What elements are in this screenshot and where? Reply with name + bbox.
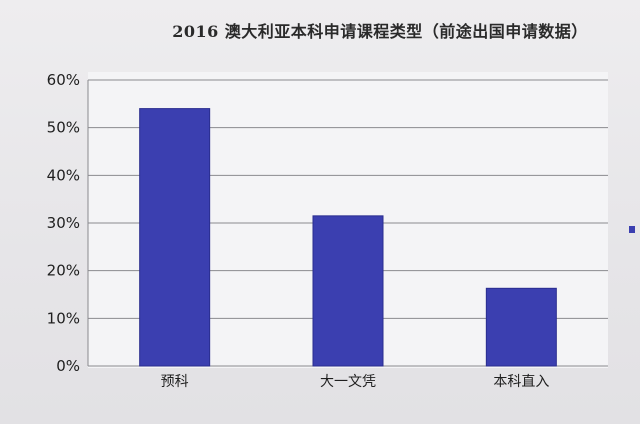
y-tick-label: 60%	[47, 71, 80, 89]
bars	[139, 108, 557, 367]
x-category-label: 大一文凭	[320, 374, 376, 390]
bar-预科	[139, 108, 211, 367]
x-axis-categories: 预科 大一文凭 本科直入	[161, 373, 550, 390]
y-tick-label: 30%	[47, 214, 80, 232]
x-category-label: 本科直入	[493, 373, 549, 390]
y-tick-label: 20%	[47, 262, 80, 280]
bar-大一文凭	[312, 215, 384, 367]
y-tick-label: 40%	[47, 166, 80, 184]
bar-本科直入	[485, 287, 557, 367]
chart-title: 2016 澳大利亚本科申请课程类型（前途出国申请数据）	[172, 22, 588, 41]
x-category-label: 预科	[161, 374, 189, 390]
y-tick-label: 0%	[56, 357, 80, 375]
y-tick-label: 10%	[47, 309, 80, 327]
y-axis-ticks: 0% 10% 20% 30% 40% 50% 60%	[47, 71, 80, 375]
y-tick-label: 50%	[47, 119, 80, 137]
legend-marker	[629, 226, 635, 233]
